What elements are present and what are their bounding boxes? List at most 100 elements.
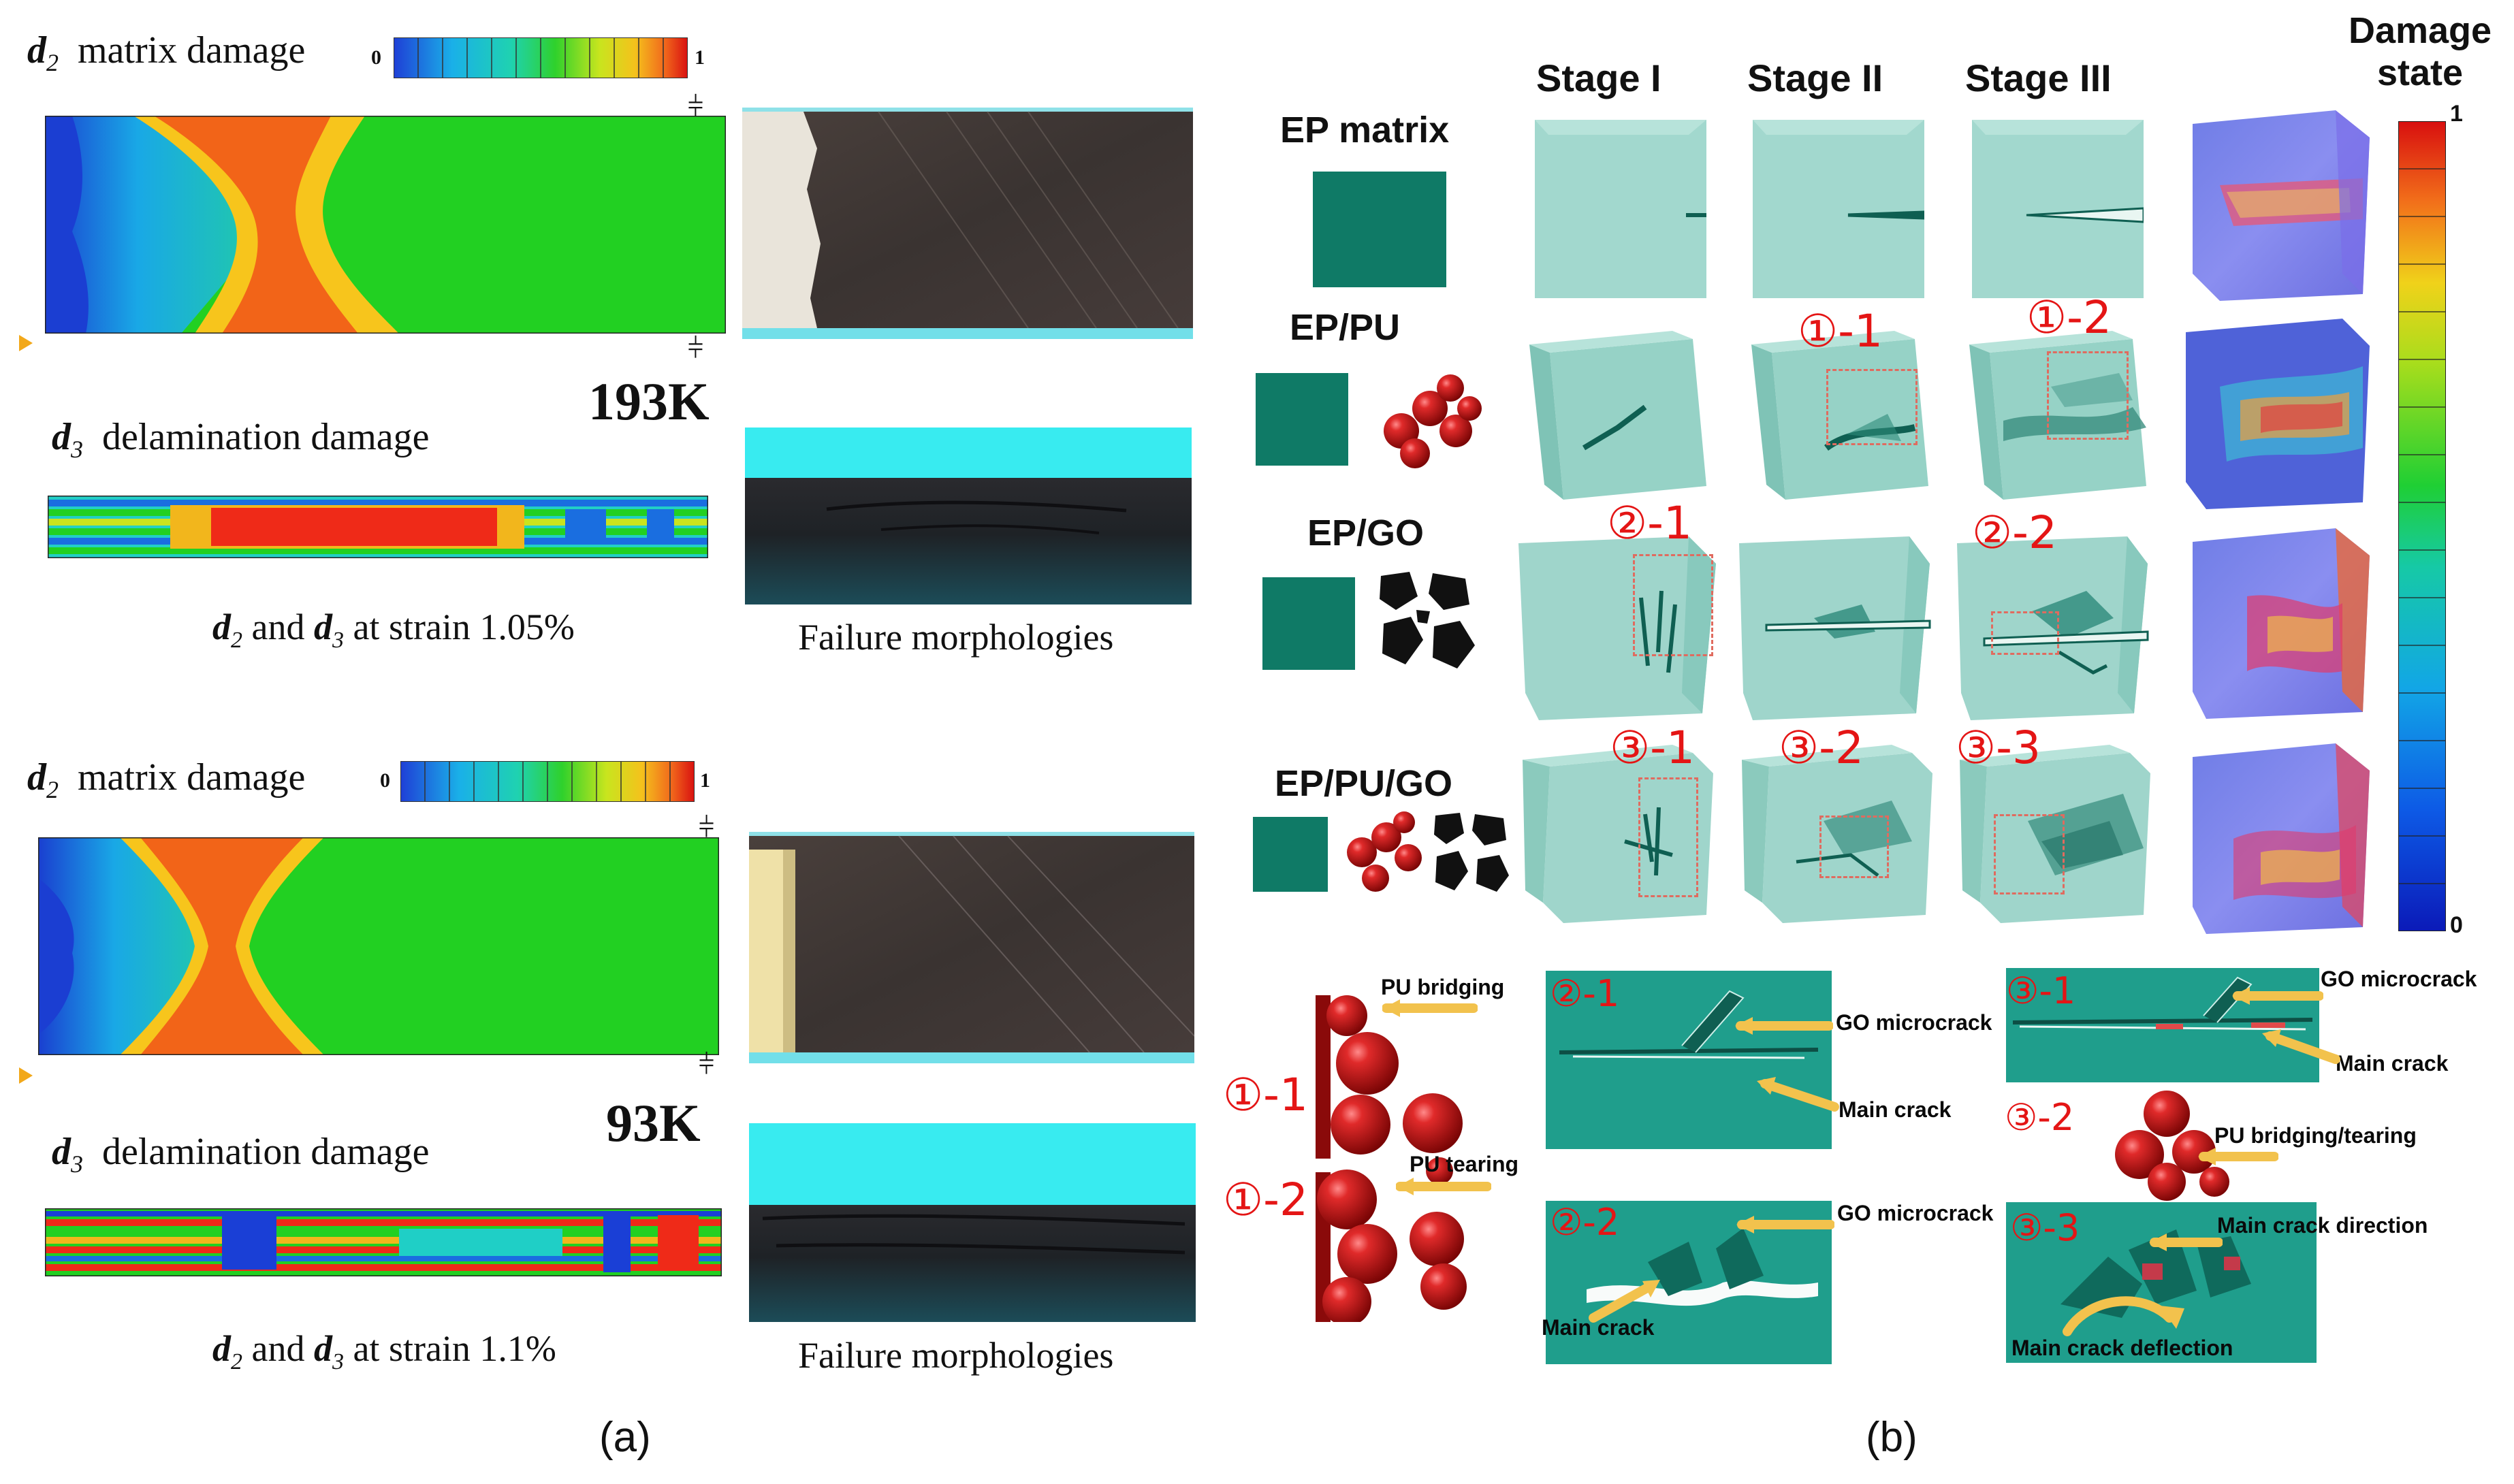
panel-label-b: (b) bbox=[1866, 1414, 1918, 1461]
grip-mark-1: ⫩ bbox=[688, 91, 703, 122]
scale-max-2: 1 bbox=[700, 769, 710, 792]
photo-top-93k bbox=[749, 832, 1194, 1063]
dashbox-3-1 bbox=[1638, 777, 1698, 897]
row-label-ep-matrix: EP matrix bbox=[1280, 110, 1450, 150]
go-flakes-icon-2 bbox=[1431, 810, 1510, 894]
grip-mark-2: ⫩ bbox=[688, 333, 703, 364]
cube-ep-stage1 bbox=[1535, 120, 1706, 298]
photo-side-193k bbox=[745, 428, 1192, 604]
detail-2-1 bbox=[1546, 971, 1832, 1149]
marker-2-2: ②-2 bbox=[1972, 506, 2057, 559]
d3-title-1: d3 delamination damage bbox=[52, 416, 430, 464]
ep-pu-go-swatch bbox=[1253, 817, 1328, 892]
marker-3-1: ③-1 bbox=[1610, 722, 1695, 774]
label-pu-bridging: PU bridging bbox=[1381, 975, 1505, 999]
ep-pu-swatch bbox=[1256, 373, 1348, 466]
d2-title-1: d2 matrix damage bbox=[27, 29, 306, 77]
label-main-crack-1: Main crack bbox=[1839, 1097, 1952, 1122]
boundary-arrow-2 bbox=[19, 1067, 33, 1084]
dmg-cube-pugo bbox=[2193, 743, 2370, 934]
caption-93k: d2 and d3 at strain 1.1% bbox=[212, 1328, 556, 1374]
colorbar-min: 0 bbox=[2450, 912, 2463, 938]
label-go-microcrack-3: GO microcrack bbox=[2321, 967, 2477, 991]
scale-min-1: 0 bbox=[371, 46, 381, 69]
arrow-go-microcrack-2 bbox=[1736, 1216, 1834, 1233]
stage-3-header: Stage III bbox=[1965, 57, 2112, 99]
dashbox-1-1 bbox=[1826, 369, 1918, 445]
d2-title-2: d2 matrix damage bbox=[27, 756, 306, 804]
arrow-pu-tearing bbox=[1396, 1178, 1491, 1195]
damage-state-title: Damage state bbox=[2348, 10, 2492, 93]
cube-pugo-stage1 bbox=[1523, 745, 1713, 923]
label-go-microcrack-2: GO microcrack bbox=[1837, 1201, 1994, 1225]
d3-contour-93k bbox=[45, 1208, 722, 1276]
cube-go-stage1 bbox=[1518, 536, 1716, 720]
boundary-arrow-1 bbox=[19, 335, 33, 351]
ep-go-swatch bbox=[1262, 577, 1355, 670]
grip-mark-3: ⫩ bbox=[699, 812, 714, 843]
marker-3-3: ③-3 bbox=[1956, 722, 2041, 774]
detail-pu-spheres-3 bbox=[1410, 1212, 1467, 1310]
marker-detail-2-2: ②-2 bbox=[1550, 1201, 1620, 1244]
arrow-main-crack-2 bbox=[1589, 1280, 1660, 1323]
detail-pu-spheres-2 bbox=[1403, 1093, 1463, 1184]
label-main-crack-direction: Main crack direction bbox=[2217, 1213, 2428, 1238]
arrow-go-microcrack-1 bbox=[1735, 1017, 1833, 1035]
pu-particles-icon bbox=[1384, 374, 1482, 468]
marker-3-2: ③-2 bbox=[1779, 722, 1864, 774]
row-label-ep-pu-go: EP/PU/GO bbox=[1275, 763, 1453, 804]
arrow-pu-bridging bbox=[1382, 999, 1478, 1017]
colorbar-max: 1 bbox=[2450, 101, 2463, 127]
label-pu-tearing: PU tearing bbox=[1410, 1152, 1519, 1176]
cube-pu-stage1 bbox=[1529, 331, 1706, 500]
dashbox-2-2 bbox=[1991, 611, 2059, 655]
cube-go-stage2 bbox=[1739, 536, 1931, 720]
marker-detail-2-1: ②-1 bbox=[1550, 972, 1620, 1015]
detail-3-3 bbox=[2006, 1202, 2317, 1363]
scale-max-1: 1 bbox=[695, 46, 705, 69]
failure-label-93k: Failure morphologies bbox=[798, 1335, 1114, 1376]
damage-colorbar bbox=[2398, 121, 2446, 931]
temp-93k: 93K bbox=[606, 1093, 701, 1152]
marker-2-1: ②-1 bbox=[1607, 497, 1692, 549]
dashbox-2-1 bbox=[1633, 554, 1713, 656]
ep-matrix-swatch bbox=[1313, 172, 1446, 287]
go-flakes-icon bbox=[1375, 569, 1476, 670]
row-label-ep-pu: EP/PU bbox=[1290, 307, 1401, 348]
failure-label-193k: Failure morphologies bbox=[798, 617, 1114, 658]
arrow-go-microcrack-3 bbox=[2232, 987, 2323, 1005]
marker-detail-3-1: ③-1 bbox=[2006, 969, 2076, 1012]
label-main-crack-deflection: Main crack deflection bbox=[2011, 1336, 2233, 1360]
label-go-microcrack-1: GO microcrack bbox=[1836, 1010, 1992, 1035]
dashbox-3-3 bbox=[1994, 814, 2065, 894]
damage-scale-2 bbox=[400, 761, 695, 802]
cube-pu-stage3 bbox=[1969, 331, 2146, 500]
arrow-main-crack-direction bbox=[2149, 1233, 2223, 1251]
scale-min-2: 0 bbox=[380, 769, 390, 792]
d2-contour-93k bbox=[38, 837, 719, 1055]
d3-title-2: d3 delamination damage bbox=[52, 1131, 430, 1178]
cube-go-stage3 bbox=[1957, 536, 2149, 720]
grip-mark-4: ⫩ bbox=[699, 1049, 714, 1080]
photo-top-193k bbox=[742, 108, 1193, 339]
marker-detail-1-2: ①-2 bbox=[1223, 1174, 1308, 1226]
pu-particles-icon-2 bbox=[1347, 811, 1422, 892]
detail-pu-spheres bbox=[1313, 995, 1401, 1322]
arrow-pu-bridging-tearing bbox=[2198, 1148, 2278, 1165]
d3-contour-193k bbox=[48, 496, 708, 558]
d2-contour-193k bbox=[45, 116, 726, 334]
marker-detail-3-2: ③-2 bbox=[2005, 1096, 2075, 1139]
marker-1-2: ①-2 bbox=[2026, 291, 2112, 344]
marker-detail-1-1: ①-1 bbox=[1223, 1069, 1308, 1121]
marker-detail-3-3: ③-3 bbox=[2010, 1206, 2080, 1249]
damage-scale-1 bbox=[394, 37, 688, 78]
detail-3-2-spheres bbox=[2115, 1091, 2229, 1201]
cube-ep-stage3 bbox=[1972, 120, 2144, 298]
label-pu-bridging-tearing: PU bridging/tearing bbox=[2214, 1123, 2417, 1148]
stage-2-header: Stage II bbox=[1747, 57, 1883, 99]
cube-pugo-stage3 bbox=[1960, 745, 2150, 923]
stage-1-header: Stage I bbox=[1536, 57, 1661, 99]
caption-193k: d2 and d3 at strain 1.05% bbox=[212, 607, 575, 653]
dmg-cube-ep bbox=[2193, 110, 2370, 301]
temp-193k: 193K bbox=[588, 372, 710, 431]
